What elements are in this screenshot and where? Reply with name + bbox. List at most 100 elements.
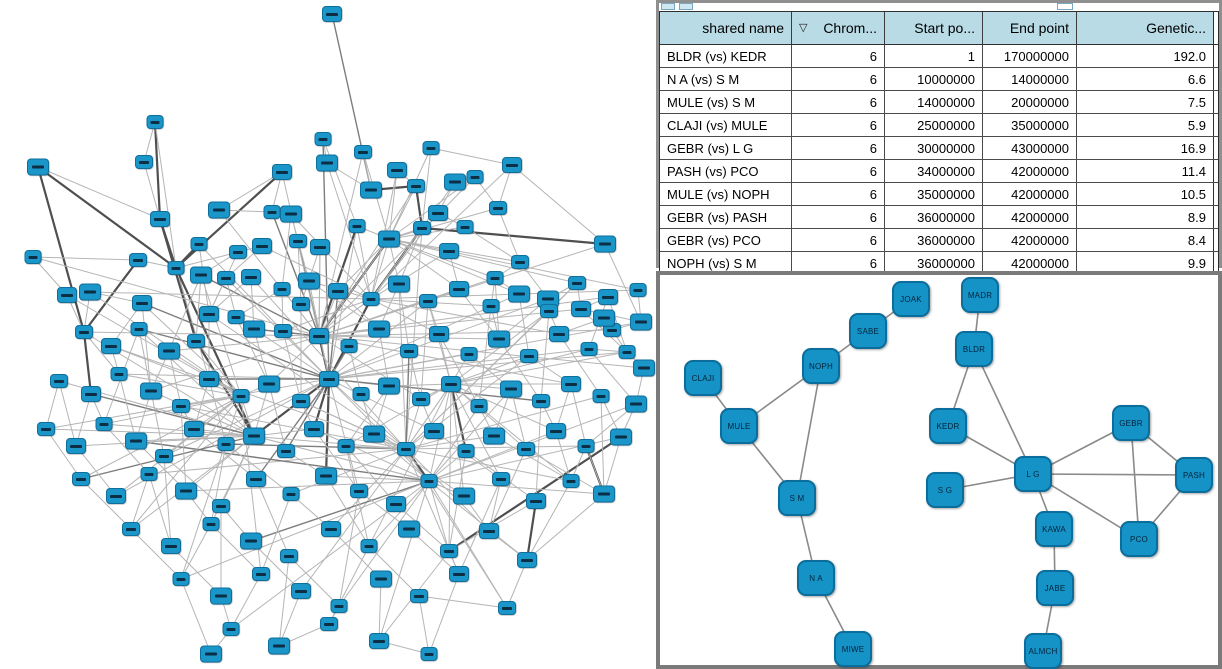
overview-node[interactable] [360, 539, 378, 553]
overview-node[interactable] [398, 520, 420, 538]
overview-node[interactable] [370, 570, 392, 588]
node-kedr[interactable]: KEDR [929, 408, 967, 444]
overview-node[interactable] [489, 201, 507, 215]
overview-node[interactable] [340, 339, 358, 353]
column-header-shared-name[interactable]: shared name [660, 12, 791, 44]
overview-node[interactable] [190, 237, 208, 251]
node-pash[interactable]: PASH [1175, 457, 1213, 493]
overview-node[interactable] [258, 375, 280, 393]
overview-node[interactable] [492, 472, 510, 486]
overview-node[interactable] [280, 549, 298, 563]
overview-node[interactable] [150, 211, 170, 227]
overview-node[interactable] [289, 234, 307, 248]
overview-node[interactable] [449, 281, 469, 297]
overview-node[interactable] [410, 589, 428, 603]
overview-node[interactable] [155, 449, 173, 463]
overview-node[interactable] [280, 205, 302, 223]
overview-node[interactable] [517, 552, 537, 568]
overview-node[interactable] [291, 583, 311, 599]
overview-node[interactable] [57, 287, 77, 303]
overview-node[interactable] [508, 285, 530, 303]
overview-node[interactable] [72, 472, 90, 486]
overview-node[interactable] [593, 485, 615, 503]
table-row[interactable]: GEBR (vs) PASH 6 36000000 42000000 8.9 [660, 206, 1218, 229]
overview-node[interactable] [350, 484, 368, 498]
node-pco[interactable]: PCO [1120, 521, 1158, 557]
overview-node[interactable] [424, 423, 444, 439]
overview-node[interactable] [520, 349, 538, 363]
overview-node[interactable] [222, 622, 240, 636]
node-l-g[interactable]: L G [1014, 456, 1052, 492]
overview-node[interactable] [633, 359, 655, 377]
overview-node[interactable] [175, 482, 197, 500]
overview-node[interactable] [546, 423, 566, 439]
overview-node[interactable] [593, 309, 615, 327]
overview-node[interactable] [362, 292, 380, 306]
table-row[interactable]: NOPH (vs) S M 6 36000000 42000000 9.9 [660, 252, 1218, 275]
overview-node[interactable] [232, 389, 250, 403]
overview-node[interactable] [428, 205, 448, 221]
overview-node[interactable] [146, 115, 164, 129]
table-row[interactable]: PASH (vs) PCO 6 34000000 42000000 11.4 [660, 160, 1218, 183]
detail-network-panel[interactable]: JOAK MADR SABE BLDR NOPH CLAJI MULE KEDR GEBR L G… [656, 271, 1222, 669]
overview-node[interactable] [592, 389, 610, 403]
table-row[interactable]: GEBR (vs) L G 6 30000000 43000000 16.9 [660, 137, 1218, 160]
overview-node[interactable] [125, 432, 147, 450]
overview-node[interactable] [368, 320, 390, 338]
node-miwe[interactable]: MIWE [834, 631, 872, 667]
overview-node[interactable] [135, 155, 153, 169]
table-row[interactable]: GEBR (vs) PCO 6 36000000 42000000 8.4 [660, 229, 1218, 252]
overview-node[interactable] [378, 377, 400, 395]
overview-node[interactable] [630, 313, 652, 331]
node-s-m[interactable]: S M [778, 480, 816, 516]
node-s-g[interactable]: S G [926, 472, 964, 508]
overview-node[interactable] [272, 164, 292, 180]
overview-node[interactable] [292, 297, 310, 311]
overview-node[interactable] [315, 467, 337, 485]
overview-node[interactable] [488, 330, 510, 348]
overview-node[interactable] [200, 645, 222, 663]
overview-node[interactable] [610, 428, 632, 446]
overview-node[interactable] [273, 282, 291, 296]
overview-node[interactable] [263, 205, 281, 219]
overview-node[interactable] [397, 442, 415, 456]
overview-node[interactable] [217, 271, 235, 285]
node-n-a[interactable]: N A [797, 560, 835, 596]
overview-node[interactable] [37, 422, 55, 436]
overview-node[interactable] [388, 275, 410, 293]
overview-node[interactable] [363, 425, 385, 443]
overview-node[interactable] [202, 517, 220, 531]
overview-node[interactable] [129, 253, 147, 267]
overview-node[interactable] [470, 399, 488, 413]
overview-node[interactable] [268, 637, 290, 655]
table-row[interactable]: N A (vs) S M 6 10000000 14000000 6.6 [660, 68, 1218, 91]
overview-node[interactable] [618, 345, 636, 359]
overview-node[interactable] [420, 647, 438, 661]
overview-node[interactable] [210, 587, 232, 605]
overview-node[interactable] [360, 181, 382, 199]
overview-node[interactable] [440, 544, 458, 558]
column-header-chrom[interactable]: ▽ Chrom... [791, 12, 884, 44]
overview-node[interactable] [282, 487, 300, 501]
node-mule[interactable]: MULE [720, 408, 758, 444]
overview-node[interactable] [420, 474, 438, 488]
overview-node[interactable] [429, 326, 449, 342]
overview-node[interactable] [441, 376, 461, 392]
overview-node[interactable] [252, 567, 270, 581]
overview-node[interactable] [246, 471, 266, 487]
overview-node[interactable] [453, 487, 475, 505]
column-header-end-point[interactable]: End point [982, 12, 1076, 44]
overview-node[interactable] [241, 269, 261, 285]
overview-node[interactable] [378, 230, 400, 248]
overview-node[interactable] [130, 322, 148, 336]
overview-node[interactable] [316, 154, 338, 172]
overview-node[interactable] [184, 421, 204, 437]
overview-node[interactable] [328, 283, 348, 299]
overview-node[interactable] [419, 294, 437, 308]
overview-node[interactable] [314, 132, 332, 146]
node-joak[interactable]: JOAK [892, 281, 930, 317]
overview-node[interactable] [81, 386, 101, 402]
table-row[interactable]: MULE (vs) S M 6 14000000 20000000 7.5 [660, 91, 1218, 114]
overview-node[interactable] [369, 633, 389, 649]
overview-node[interactable] [95, 417, 113, 431]
